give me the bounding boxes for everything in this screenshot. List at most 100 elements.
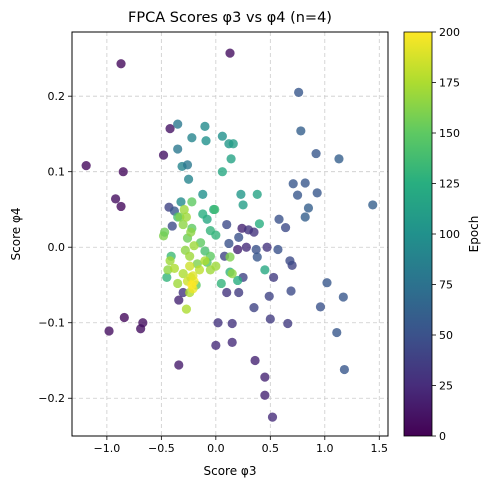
x-axis-label: Score φ3 xyxy=(204,464,257,478)
data-point xyxy=(249,303,259,313)
data-point xyxy=(273,244,283,255)
data-points xyxy=(81,48,378,422)
data-point xyxy=(174,360,184,370)
data-point xyxy=(136,324,146,334)
data-point xyxy=(300,178,310,188)
x-tick-label: 1.5 xyxy=(371,442,389,455)
colorbar-tick-label: 100 xyxy=(439,228,460,241)
data-point xyxy=(179,204,189,215)
x-tick-label: 1.0 xyxy=(316,442,334,455)
data-point xyxy=(187,197,197,207)
data-point xyxy=(227,269,237,279)
y-axis-ticks: −0.2 −0.1 0.0 0.1 0.2 xyxy=(38,90,72,405)
data-point xyxy=(234,287,244,298)
colorbar-tick-label: 75 xyxy=(439,279,453,292)
data-point xyxy=(322,278,332,288)
data-point xyxy=(116,59,126,69)
data-point xyxy=(274,214,284,224)
data-point xyxy=(296,126,306,136)
data-point xyxy=(312,188,322,198)
colorbar-label: Epoch xyxy=(467,216,481,253)
data-point xyxy=(200,256,210,266)
data-point xyxy=(294,87,304,98)
y-axis-label: Score φ4 xyxy=(9,208,23,261)
plot-frame xyxy=(71,31,389,437)
data-point xyxy=(165,124,175,134)
data-point xyxy=(173,144,183,154)
data-point xyxy=(268,272,279,283)
colorbar-tick-label: 200 xyxy=(439,26,460,39)
data-point xyxy=(264,291,274,301)
data-point xyxy=(280,222,291,233)
data-point xyxy=(338,292,348,302)
data-point xyxy=(198,189,208,199)
data-point xyxy=(211,261,221,271)
data-point xyxy=(224,238,234,249)
data-point xyxy=(227,318,237,329)
colorbar xyxy=(403,31,433,437)
data-point xyxy=(260,265,270,275)
data-point xyxy=(250,355,260,366)
colorbar-tick-label: 50 xyxy=(439,329,453,342)
data-point xyxy=(81,161,91,171)
data-point xyxy=(226,154,236,164)
x-tick-label: −0.5 xyxy=(148,442,175,455)
data-point xyxy=(185,261,195,271)
data-point xyxy=(110,194,121,204)
data-point xyxy=(283,318,293,329)
data-point xyxy=(104,326,114,336)
data-point xyxy=(241,242,251,252)
data-point xyxy=(286,286,296,296)
x-tick-label: −1.0 xyxy=(94,442,121,455)
data-point xyxy=(252,189,262,199)
data-point xyxy=(233,275,243,286)
x-axis-ticks: −1.0 −0.5 0.0 0.5 1.0 1.5 xyxy=(94,436,389,455)
data-point xyxy=(251,244,261,255)
data-point xyxy=(311,148,321,159)
data-point xyxy=(116,201,126,212)
data-point xyxy=(178,219,188,230)
data-point xyxy=(198,209,208,219)
data-point xyxy=(243,225,254,235)
data-point xyxy=(217,131,227,141)
data-point xyxy=(173,119,183,129)
data-point xyxy=(216,278,226,289)
data-point xyxy=(165,256,175,266)
data-point xyxy=(315,302,326,312)
data-point xyxy=(262,242,272,252)
data-point xyxy=(222,287,232,298)
data-point xyxy=(176,197,186,207)
y-tick-label: 0.2 xyxy=(48,90,66,103)
data-point xyxy=(200,121,210,131)
x-tick-label: 0.5 xyxy=(262,442,280,455)
data-point xyxy=(183,174,194,184)
data-point xyxy=(265,314,275,324)
data-point xyxy=(158,150,169,160)
colorbar-tick-label: 125 xyxy=(439,178,460,191)
data-point xyxy=(178,269,188,279)
data-point xyxy=(227,337,237,347)
data-point xyxy=(339,364,350,375)
colorbar-tick-label: 0 xyxy=(439,430,446,443)
colorbar-tick-label: 25 xyxy=(439,380,453,393)
data-point xyxy=(210,204,220,215)
data-point xyxy=(368,200,378,210)
data-point xyxy=(234,232,244,242)
data-point xyxy=(334,154,344,164)
data-point xyxy=(238,200,248,210)
y-tick-label: −0.2 xyxy=(38,392,65,405)
data-point xyxy=(285,256,295,266)
data-point xyxy=(181,212,192,222)
data-point xyxy=(189,241,199,251)
data-point xyxy=(225,48,235,58)
data-point xyxy=(174,295,184,305)
data-point xyxy=(175,212,185,222)
grid xyxy=(72,32,388,436)
data-point xyxy=(292,190,303,200)
y-tick-label: 0.1 xyxy=(48,166,66,179)
data-point xyxy=(252,252,262,262)
data-point xyxy=(188,271,198,281)
data-point xyxy=(211,340,221,350)
